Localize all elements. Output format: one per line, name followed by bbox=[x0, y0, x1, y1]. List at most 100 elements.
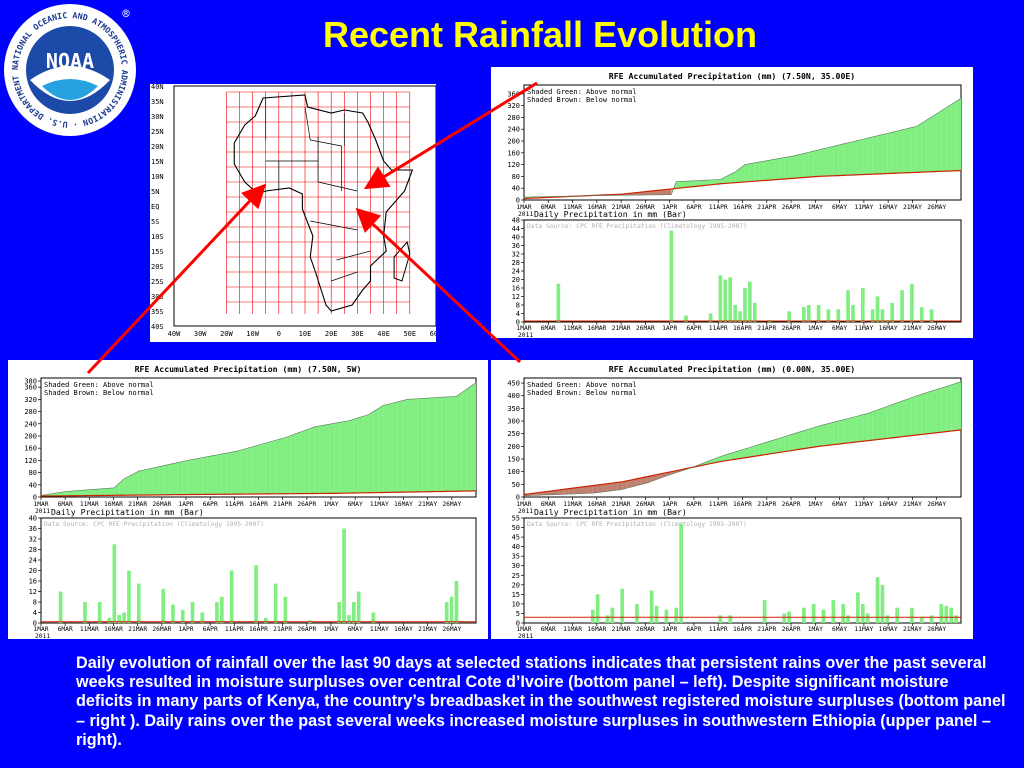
accum-xtick-label: 11MAY bbox=[854, 204, 873, 211]
deficit-area bbox=[563, 488, 569, 495]
map-lon-label: 50E bbox=[403, 330, 416, 338]
surplus-area bbox=[764, 160, 770, 181]
daily-bar bbox=[929, 615, 934, 623]
daily-ytick-label: 4 bbox=[33, 609, 37, 617]
daily-frame bbox=[523, 219, 962, 323]
surplus-area bbox=[221, 453, 227, 495]
daily-bar bbox=[733, 305, 737, 322]
deficit-area bbox=[573, 487, 579, 494]
map-lat-label: 30S bbox=[151, 293, 164, 301]
accum-ytick-label: 280 bbox=[24, 408, 37, 416]
surplus-area bbox=[456, 392, 462, 492]
daily-ytick-label: 40 bbox=[512, 234, 520, 242]
accum-xtick-label: 11APR bbox=[709, 204, 728, 211]
accum-xtick-label: 1MAR bbox=[516, 501, 531, 508]
daily-xtick-label: 1MAR bbox=[33, 626, 48, 633]
daily-xtick-label: 21APR bbox=[757, 626, 776, 633]
surplus-area bbox=[60, 491, 66, 496]
daily-ytick-label: 8 bbox=[33, 599, 37, 607]
daily-year-label: 2011 bbox=[518, 332, 533, 338]
surplus-area bbox=[887, 404, 893, 439]
daily-bar bbox=[718, 275, 723, 322]
daily-bar bbox=[752, 302, 757, 322]
daily-ytick-label: 24 bbox=[29, 557, 37, 565]
daily-ytick-label: 40 bbox=[512, 543, 520, 551]
daily-ytick-label: 12 bbox=[29, 588, 37, 596]
daily-bar bbox=[811, 603, 816, 623]
accum-legend-entry: Shaded Brown: Below normal bbox=[527, 389, 637, 397]
surplus-area bbox=[838, 419, 844, 445]
surplus-area bbox=[290, 433, 296, 494]
surplus-area bbox=[872, 135, 878, 175]
accum-ytick-label: 240 bbox=[24, 420, 37, 428]
map-lat-label: 35N bbox=[151, 98, 164, 106]
surplus-area bbox=[754, 444, 760, 457]
deficit-area bbox=[568, 488, 574, 495]
map-lon-label: 40W bbox=[168, 330, 181, 338]
surplus-area bbox=[759, 442, 765, 456]
accum-xtick-label: 6MAR bbox=[541, 204, 556, 211]
deficit-area bbox=[587, 485, 593, 494]
surplus-area bbox=[951, 383, 957, 432]
accum-legend-entry: Shaded Brown: Below normal bbox=[527, 96, 637, 104]
daily-bar bbox=[728, 615, 733, 623]
surplus-area bbox=[700, 180, 706, 186]
surplus-area bbox=[348, 419, 354, 494]
accum-xtick-label: 1APR bbox=[662, 204, 677, 211]
daily-ytick-label: 28 bbox=[29, 546, 37, 554]
surplus-area bbox=[862, 138, 868, 175]
accum-ytick-label: 120 bbox=[24, 457, 37, 465]
surplus-area bbox=[373, 408, 379, 493]
map-lon-label: 10W bbox=[246, 330, 259, 338]
surplus-area bbox=[823, 423, 829, 446]
daily-ytick-label: 20 bbox=[512, 276, 520, 284]
accum-ytick-label: 150 bbox=[507, 456, 520, 464]
accum-ytick-label: 380 bbox=[24, 378, 37, 386]
surplus-area bbox=[867, 136, 873, 175]
daily-bar bbox=[454, 581, 459, 623]
surplus-area bbox=[774, 158, 780, 180]
surplus-area bbox=[813, 426, 819, 448]
daily-xtick-label: 26APR bbox=[297, 626, 316, 633]
surplus-area bbox=[911, 395, 917, 436]
daily-bar bbox=[590, 609, 595, 623]
surplus-area bbox=[744, 163, 750, 182]
daily-bar bbox=[831, 600, 836, 623]
surplus-area bbox=[260, 442, 266, 494]
map-country-border bbox=[310, 139, 342, 147]
surplus-area bbox=[192, 458, 198, 495]
surplus-area bbox=[686, 180, 691, 188]
daily-bar bbox=[122, 612, 126, 623]
daily-bar bbox=[620, 588, 625, 623]
africa-station-map: 40N 35N 30N 25N 20N 15N 10N 5N EQ 5S 10S 15S 20S 25S 3… bbox=[150, 83, 442, 342]
surplus-area bbox=[931, 113, 937, 172]
daily-bar bbox=[117, 615, 122, 623]
accum-xtick-label: 6MAR bbox=[541, 501, 556, 508]
daily-xtick-label: 1MAR bbox=[516, 626, 531, 633]
map-lon-label: 10E bbox=[299, 330, 312, 338]
surplus-area bbox=[715, 179, 721, 185]
daily-bar bbox=[836, 309, 841, 322]
daily-ytick-label: 20 bbox=[512, 581, 520, 589]
surplus-area bbox=[432, 397, 437, 492]
surplus-area bbox=[740, 164, 745, 183]
map-lon-label: 60E bbox=[430, 330, 436, 338]
daily-bar bbox=[782, 613, 787, 623]
accum-xtick-label: 11MAY bbox=[370, 501, 389, 508]
deficit-area bbox=[622, 480, 628, 490]
surplus-area bbox=[911, 126, 917, 173]
daily-chart-title: Daily Precipitation in mm (Bar) bbox=[51, 507, 204, 517]
surplus-area bbox=[168, 463, 173, 495]
chart-ethiopia: RFE Accumulated Precipitation (mm) (7.50… bbox=[507, 71, 962, 339]
deficit-area bbox=[661, 189, 667, 195]
daily-bar bbox=[787, 311, 791, 322]
accum-ytick-label: 40 bbox=[512, 185, 520, 193]
surplus-area bbox=[740, 448, 745, 459]
accum-xtick-label: 26APR bbox=[782, 501, 801, 508]
daily-bar bbox=[229, 570, 234, 623]
surplus-area bbox=[388, 403, 393, 493]
surplus-area bbox=[892, 402, 898, 438]
surplus-area bbox=[749, 445, 755, 457]
daily-chart-title: Daily Precipitation in mm (Bar) bbox=[534, 209, 687, 219]
daily-xtick-label: 1MAY bbox=[808, 325, 823, 332]
